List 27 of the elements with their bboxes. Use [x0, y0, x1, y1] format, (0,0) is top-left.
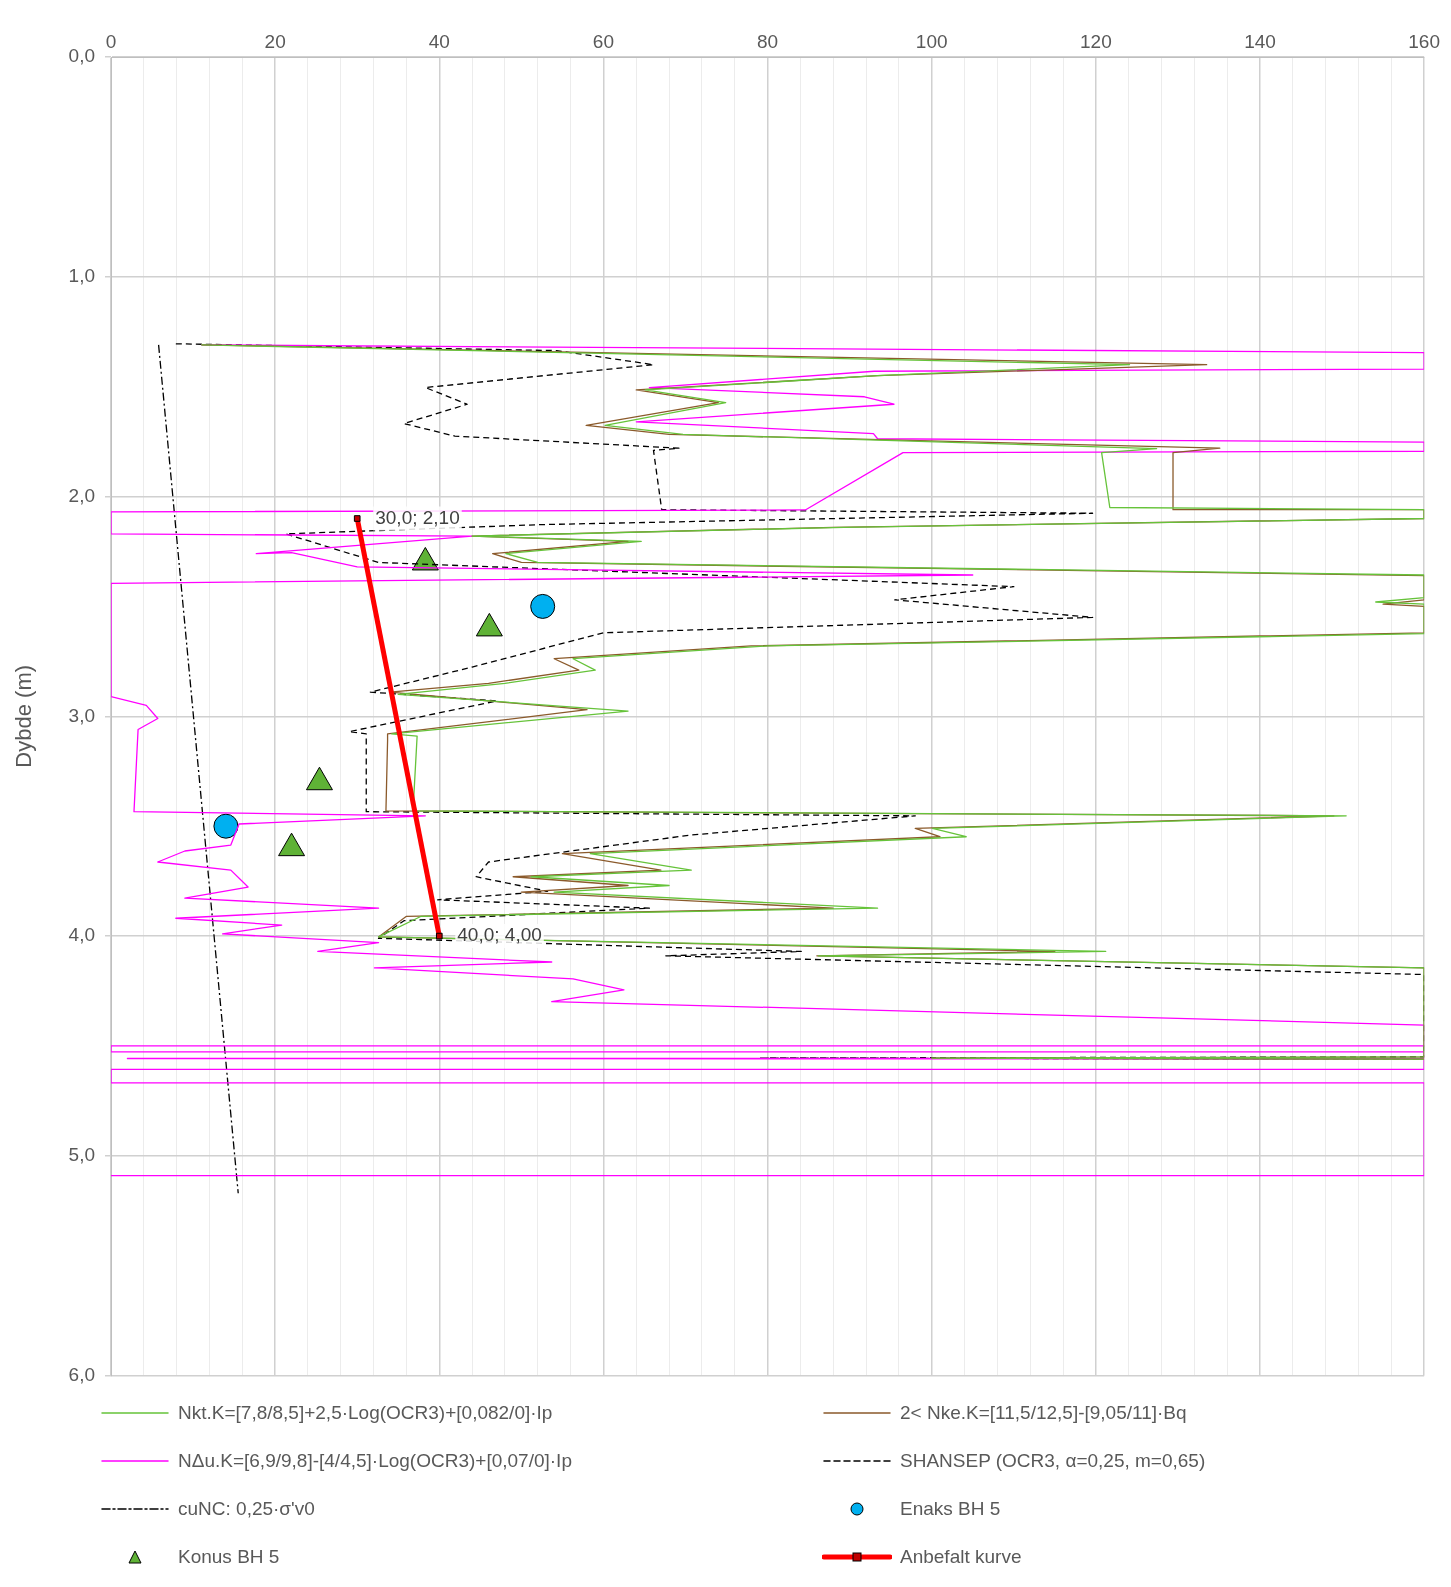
y-tick-label: 1,0	[68, 265, 95, 286]
x-tick-label: 60	[592, 30, 614, 52]
x-tick-label: 140	[1244, 30, 1276, 52]
legend-label: 2< Nke.K=[11,5/12,5]-[9,05/11]·Bq	[900, 1402, 1187, 1424]
legend-label: Nkt.K=[7,8/8,5]+2,5·Log(OCR3)+[0,082/0]·Ip	[178, 1402, 553, 1424]
x-tick-label: 0	[105, 30, 117, 52]
x-tick-label: 100	[915, 30, 948, 52]
legend-label: cuNC: 0,25·σ'v0	[178, 1498, 315, 1520]
legend-label: Enaks BH 5	[900, 1498, 1001, 1520]
x-tick-label: 20	[264, 30, 286, 52]
x-tick-label: 80	[757, 30, 779, 52]
y-axis-title: Dybde (m)	[11, 664, 37, 768]
y-tick-label: 5,0	[68, 1144, 95, 1166]
x-tick-label: 160	[1408, 30, 1440, 52]
legend-label: Anbefalt kurve	[900, 1546, 1022, 1568]
x-tick-label: 40	[428, 30, 450, 52]
legend-label: Konus BH 5	[178, 1546, 280, 1568]
legend-label: SHANSEP (OCR3, α=0,25, m=0,65)	[900, 1450, 1206, 1472]
annotation: 30,0; 2,10	[375, 506, 460, 528]
y-tick-label: 2,0	[68, 484, 95, 506]
y-tick-label: 6,0	[68, 1363, 95, 1385]
y-tick-label: 3,0	[68, 704, 95, 726]
y-tick-label: 0,0	[68, 45, 95, 67]
x-tick-label: 120	[1080, 30, 1112, 52]
annotation: 40,0; 4,00	[457, 924, 542, 946]
legend-label: NΔu.K=[6,9/9,8]-[4/4,5]·Log(OCR3)+[0,07/0]·Ip	[178, 1450, 572, 1472]
y-tick-label: 4,0	[68, 924, 95, 946]
